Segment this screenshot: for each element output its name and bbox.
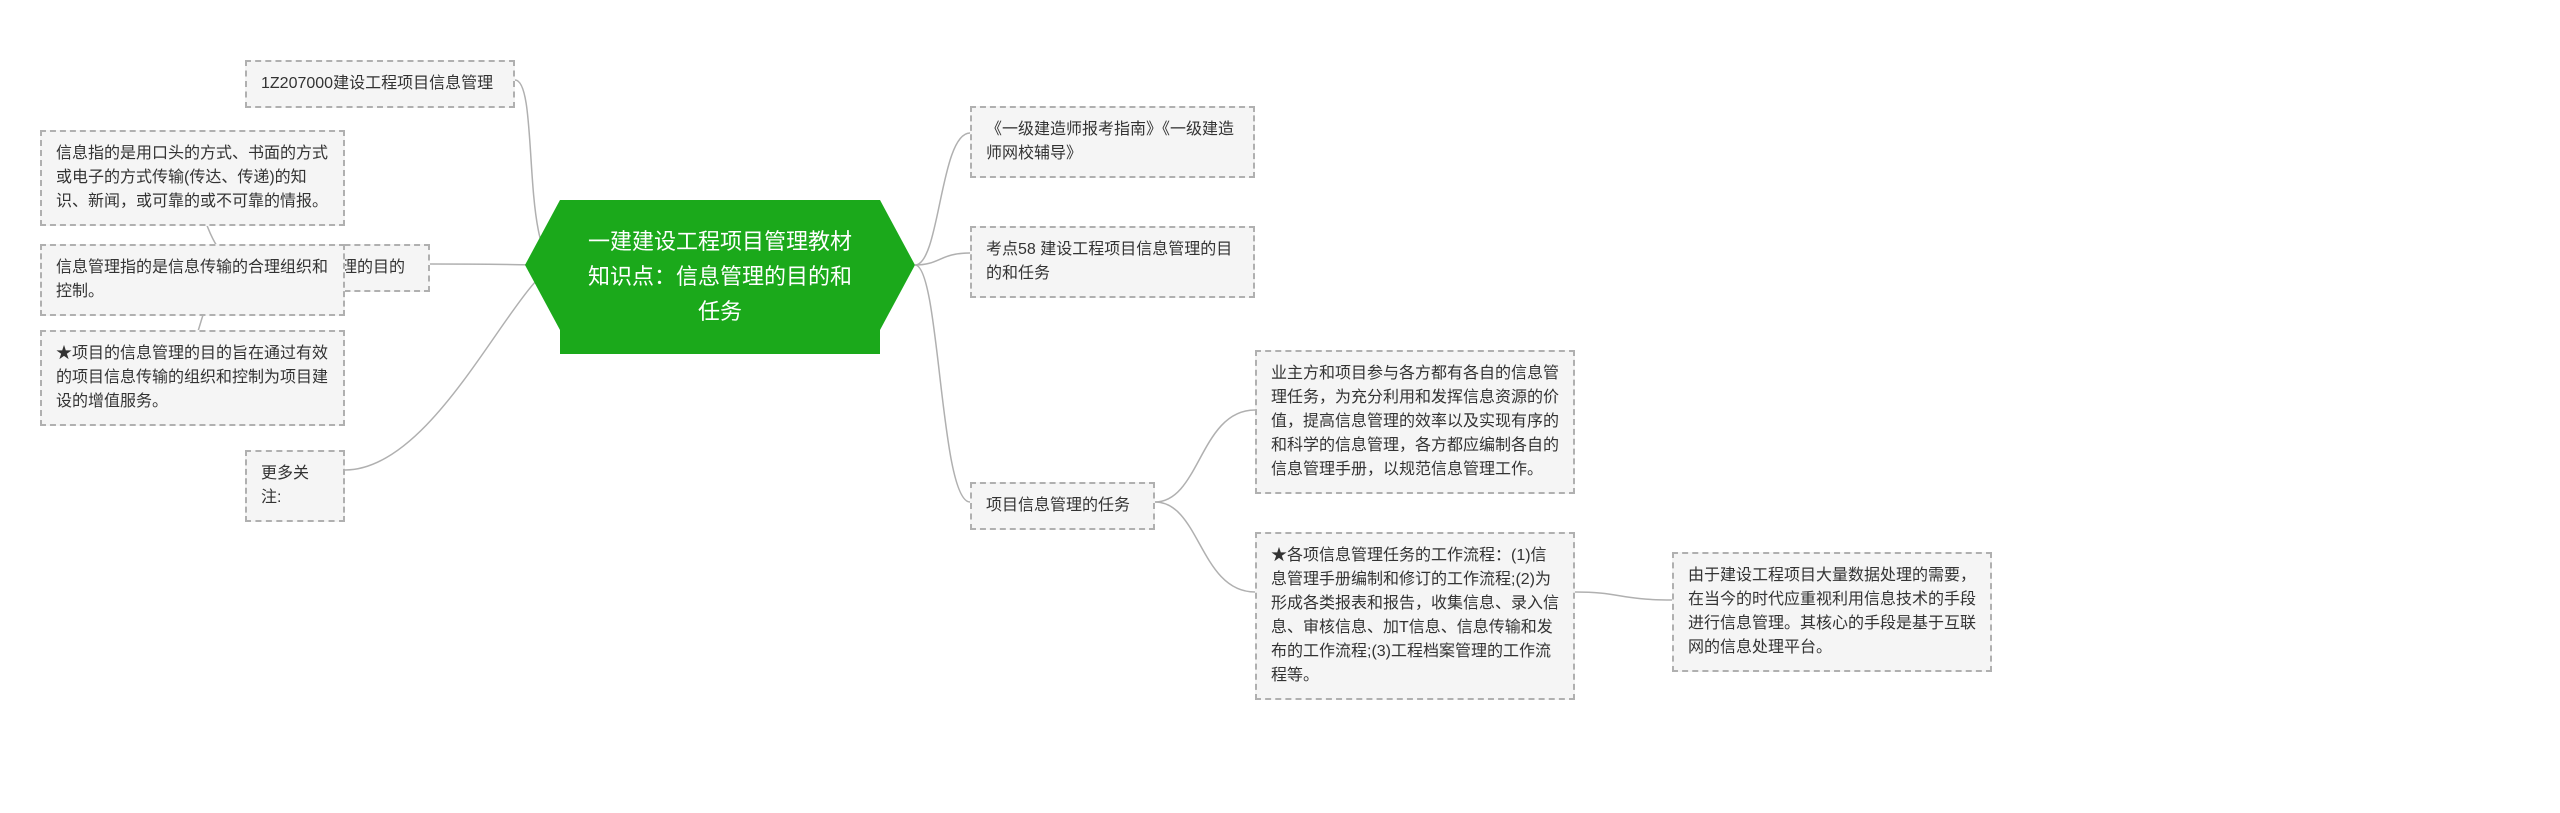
left-node-2-child-3-text: ★项目的信息管理的目的旨在通过有效的项目信息传输的组织和控制为项目建设的增值服务… bbox=[56, 345, 328, 410]
root-text: 一建建设工程项目管理教材知识点：信息管理的目的和任务 bbox=[588, 229, 852, 324]
left-node-3: 更多关注: bbox=[245, 450, 345, 522]
left-node-3-text: 更多关注: bbox=[261, 465, 309, 506]
right-node-3-child-2: ★各项信息管理任务的工作流程：(1)信息管理手册编制和修订的工作流程;(2)为形… bbox=[1255, 532, 1575, 700]
root-arrow-left bbox=[525, 200, 560, 330]
right-node-3: 项目信息管理的任务 bbox=[970, 482, 1155, 530]
right-node-2-text: 考点58 建设工程项目信息管理的目的和任务 bbox=[986, 241, 1232, 282]
left-node-1-text: 1Z207000建设工程项目信息管理 bbox=[261, 75, 493, 92]
right-node-3-child-2-child-1: 由于建设工程项目大量数据处理的需要，在当今的时代应重视利用信息技术的手段进行信息… bbox=[1672, 552, 1992, 672]
left-node-2-child-1: 信息指的是用口头的方式、书面的方式或电子的方式传输(传达、传递)的知识、新闻，或… bbox=[40, 130, 345, 226]
right-node-3-child-2-text: ★各项信息管理任务的工作流程：(1)信息管理手册编制和修订的工作流程;(2)为形… bbox=[1271, 547, 1559, 684]
root-arrow-right bbox=[880, 200, 915, 330]
right-node-3-text: 项目信息管理的任务 bbox=[986, 497, 1130, 514]
right-node-2: 考点58 建设工程项目信息管理的目的和任务 bbox=[970, 226, 1255, 298]
root-node: 一建建设工程项目管理教材知识点：信息管理的目的和任务 bbox=[560, 200, 880, 354]
left-node-2-child-1-text: 信息指的是用口头的方式、书面的方式或电子的方式传输(传达、传递)的知识、新闻，或… bbox=[56, 145, 328, 210]
right-node-3-child-1-text: 业主方和项目参与各方都有各自的信息管理任务，为充分利用和发挥信息资源的价值，提高… bbox=[1271, 365, 1559, 478]
left-node-2-child-3: ★项目的信息管理的目的旨在通过有效的项目信息传输的组织和控制为项目建设的增值服务… bbox=[40, 330, 345, 426]
right-node-1: 《一级建造师报考指南》《一级建造师网校辅导》 bbox=[970, 106, 1255, 178]
right-node-1-text: 《一级建造师报考指南》《一级建造师网校辅导》 bbox=[986, 121, 1234, 162]
left-node-1: 1Z207000建设工程项目信息管理 bbox=[245, 60, 515, 108]
right-node-3-child-2-child-1-text: 由于建设工程项目大量数据处理的需要，在当今的时代应重视利用信息技术的手段进行信息… bbox=[1688, 567, 1976, 656]
left-node-2-child-2-text: 信息管理指的是信息传输的合理组织和控制。 bbox=[56, 259, 328, 300]
right-node-3-child-1: 业主方和项目参与各方都有各自的信息管理任务，为充分利用和发挥信息资源的价值，提高… bbox=[1255, 350, 1575, 494]
left-node-2-child-2: 信息管理指的是信息传输的合理组织和控制。 bbox=[40, 244, 345, 316]
